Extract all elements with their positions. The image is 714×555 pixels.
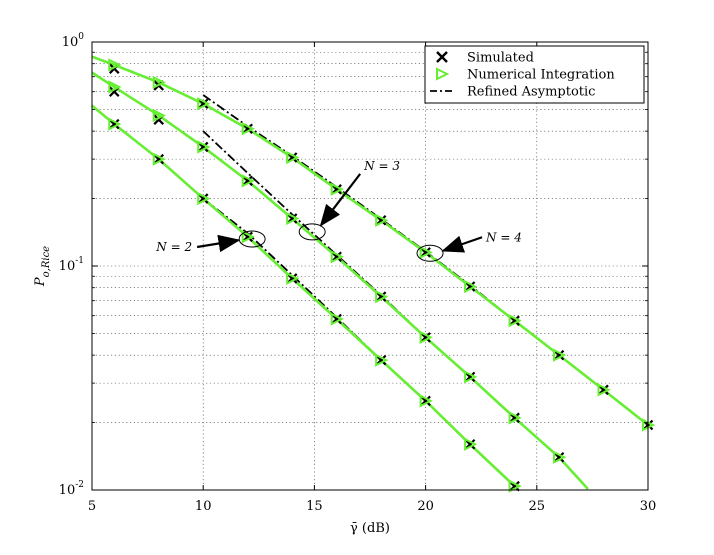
numerical-marker (152, 75, 166, 90)
annotation-4: N = 4 (416, 230, 522, 262)
tick-layer: 5 10 15 20 25 30 100 10-1 10-2 (59, 32, 657, 514)
grid-layer (92, 42, 648, 490)
x-tick-label: 30 (640, 499, 657, 514)
legend-box (424, 45, 645, 104)
numerical-marker (597, 383, 611, 397)
numerical-marker (419, 330, 433, 345)
numerical-marker (508, 479, 522, 493)
annotation-arrow (196, 234, 241, 253)
annotation-2: N = 2 (155, 230, 266, 254)
numerical-marker (375, 213, 389, 227)
legend-triangle-marker (436, 67, 450, 81)
numerical-marker (419, 245, 433, 260)
numerical-marker (330, 182, 344, 196)
annotation-layer: N = 2 N = 3 N = 4 (155, 159, 522, 262)
y-tick-label: 10-1 (59, 256, 84, 274)
numerical-marker (241, 122, 255, 136)
annotation-3: N = 3 (298, 159, 400, 241)
numerical-marker (330, 312, 344, 326)
annotation-ellipse (298, 223, 326, 241)
numerical-marker (286, 271, 300, 286)
numerical-marker (464, 279, 478, 294)
numerical-marker (464, 370, 478, 384)
numerical-marker (464, 437, 478, 451)
numerical-marker (241, 174, 255, 188)
numerical-marker (508, 314, 522, 328)
x-tick-label: 15 (306, 499, 323, 514)
numerical-marker (108, 80, 122, 94)
x-tick-label: 25 (529, 499, 546, 514)
series-group-2 (91, 104, 522, 493)
numerical-marker (152, 108, 166, 123)
x-tick-label: 10 (195, 499, 212, 514)
numerical-marker (375, 353, 389, 367)
numerical-marker (375, 289, 389, 304)
numerical-marker (330, 250, 344, 264)
legend-entry: Numerical Integration (436, 67, 615, 83)
numerical-line (91, 71, 589, 490)
series-layer (91, 55, 656, 493)
x-tick-label: 20 (417, 499, 434, 514)
numerical-marker (419, 394, 433, 408)
legend: Simulated Numerical Integration Refined As… (424, 45, 645, 104)
legend-label: Numerical Integration (467, 68, 615, 83)
numerical-marker (197, 140, 211, 154)
numerical-marker (286, 211, 300, 226)
y-axis-label: Po,Rice (33, 246, 52, 287)
annotation-arrow (319, 173, 362, 227)
x-axis-label: γ̄ (dB) (350, 521, 390, 536)
numerical-marker (197, 97, 211, 111)
series-group-3 (91, 71, 589, 490)
annotation-ellipse (416, 244, 444, 262)
annotation-label: N = 4 (485, 230, 522, 244)
annotation-label: N = 2 (155, 240, 192, 254)
legend-label: Refined Asymptotic (467, 85, 595, 100)
legend-entry: Refined Asymptotic (430, 85, 595, 100)
numerical-marker (152, 152, 166, 166)
numerical-marker (286, 150, 300, 165)
numerical-marker (108, 58, 122, 72)
numerical-marker (553, 450, 567, 464)
numerical-marker (553, 348, 567, 362)
numerical-marker (108, 117, 122, 131)
numerical-marker (508, 411, 522, 425)
numerical-line (91, 55, 649, 427)
y-tick-label: 10-2 (59, 480, 84, 498)
series-group-4 (91, 55, 656, 432)
x-tick-label: 5 (88, 499, 96, 514)
annotation-arrow (441, 235, 483, 253)
y-tick-label: 100 (62, 32, 85, 50)
annotation-label: N = 3 (363, 159, 400, 173)
numerical-marker (197, 191, 211, 206)
legend-x-marker (436, 51, 448, 63)
legend-label: Simulated (467, 51, 534, 66)
numerical-marker (241, 230, 255, 244)
legend-entry: Simulated (436, 51, 534, 66)
